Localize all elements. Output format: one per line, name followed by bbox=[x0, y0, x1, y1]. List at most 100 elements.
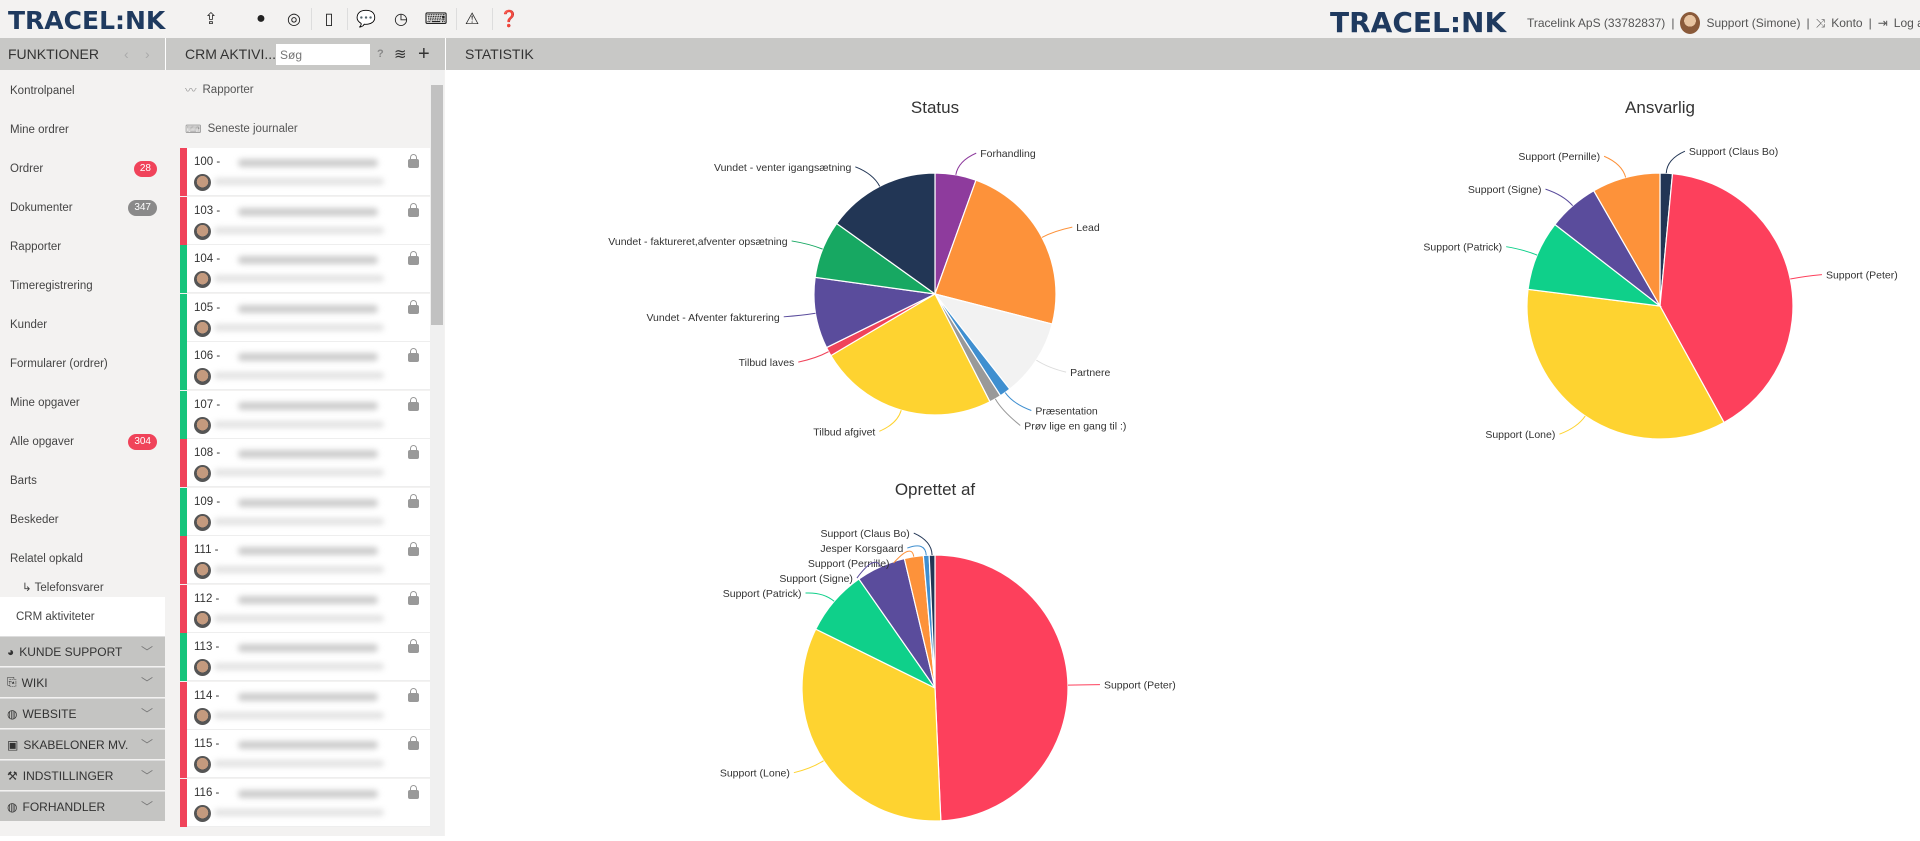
table-row[interactable]: 105 - bbox=[180, 294, 430, 342]
mobile-icon[interactable]: ▯ bbox=[318, 8, 340, 30]
account-link[interactable]: Konto bbox=[1831, 16, 1862, 30]
leader-line bbox=[1545, 189, 1572, 206]
table-row[interactable]: 114 - bbox=[180, 682, 430, 730]
lock-icon[interactable] bbox=[408, 305, 419, 314]
slice-label: Prøv lige en gang til :) bbox=[1024, 420, 1126, 432]
lock-icon[interactable] bbox=[408, 208, 419, 217]
lock-icon[interactable] bbox=[408, 353, 419, 362]
avatar bbox=[194, 562, 211, 579]
leader-line bbox=[1604, 156, 1626, 177]
lifebuoy-icon[interactable]: ◎ bbox=[283, 8, 305, 30]
lock-icon[interactable] bbox=[408, 499, 419, 508]
table-row[interactable]: 107 - bbox=[180, 391, 430, 439]
lock-icon[interactable] bbox=[408, 402, 419, 411]
status-bar bbox=[180, 197, 187, 245]
blurred-title bbox=[238, 596, 378, 604]
upload-icon[interactable]: ⇪ bbox=[200, 8, 222, 30]
table-row[interactable]: 108 - bbox=[180, 439, 430, 487]
avatar bbox=[194, 271, 211, 288]
reports-link[interactable]: 〰Rapporter bbox=[165, 70, 430, 109]
logo[interactable]: TRACEL:NK bbox=[8, 6, 165, 35]
sidebar-section[interactable]: ◕KUNDE SUPPORT﹀ bbox=[0, 636, 165, 666]
lock-icon[interactable] bbox=[408, 256, 419, 265]
blurred-subtitle bbox=[214, 566, 384, 573]
lock-icon[interactable] bbox=[408, 693, 419, 702]
table-row[interactable]: 116 - bbox=[180, 779, 430, 827]
sidebar-item[interactable]: Beskeder bbox=[0, 500, 165, 539]
blurred-title bbox=[238, 402, 378, 410]
chevron-left-icon[interactable]: ‹ bbox=[124, 46, 129, 62]
user-menu: Tracelink ApS (33782837)| Support (Simon… bbox=[1527, 12, 1920, 34]
lock-icon[interactable] bbox=[408, 547, 419, 556]
add-icon[interactable]: + bbox=[418, 43, 430, 66]
table-row[interactable]: 112 - bbox=[180, 585, 430, 633]
pie-slice[interactable] bbox=[935, 555, 1068, 821]
warning-icon[interactable]: ⚠ bbox=[461, 8, 483, 30]
slice-label: Support (Pernille) bbox=[808, 558, 890, 570]
slice-label: Support (Lone) bbox=[720, 768, 790, 780]
layers-icon[interactable]: ≋ bbox=[394, 45, 407, 63]
sidebar-item[interactable]: Kontrolpanel bbox=[0, 71, 165, 110]
table-row[interactable]: 100 - bbox=[180, 148, 430, 196]
avatar bbox=[194, 368, 211, 385]
sidebar-section[interactable]: ▣SKABELONER MV.﹀ bbox=[0, 729, 165, 759]
template-icon: ▣ bbox=[7, 738, 18, 752]
chevron-down-icon: ﹀ bbox=[141, 705, 153, 722]
sidebar-section[interactable]: ⚒INDSTILLINGER﹀ bbox=[0, 760, 165, 790]
avatar bbox=[194, 805, 211, 822]
sidebar-item[interactable]: Mine opgaver bbox=[0, 383, 165, 422]
sidebar-item[interactable]: Barts bbox=[0, 461, 165, 500]
leader-line bbox=[1506, 247, 1537, 255]
sidebar-item[interactable]: Kunder bbox=[0, 305, 165, 344]
sidebar-item-crm-aktiviteter[interactable]: CRM aktiviteter bbox=[0, 597, 165, 636]
status-bar bbox=[180, 585, 187, 633]
table-row[interactable]: 104 - bbox=[180, 245, 430, 293]
sidebar-item[interactable]: Timeregistrering bbox=[0, 266, 165, 305]
table-row[interactable]: 113 - bbox=[180, 633, 430, 681]
user-name[interactable]: Support (Simone) bbox=[1706, 16, 1800, 30]
lock-icon[interactable] bbox=[408, 741, 419, 750]
chevron-right-icon[interactable]: › bbox=[145, 46, 150, 62]
help-button[interactable]: ? bbox=[377, 48, 384, 60]
row-number: 113 - bbox=[194, 641, 219, 653]
help-icon[interactable]: ❓ bbox=[498, 8, 520, 30]
table-row[interactable]: 103 - bbox=[180, 197, 430, 245]
sidebar-section[interactable]: ◍FORHANDLER﹀ bbox=[0, 791, 165, 821]
lock-icon[interactable] bbox=[408, 159, 419, 168]
lock-icon[interactable] bbox=[408, 790, 419, 799]
drupal-icon[interactable]: ● bbox=[250, 8, 272, 30]
journals-link[interactable]: ⌨Seneste journaler bbox=[165, 109, 430, 148]
table-row[interactable]: 109 - bbox=[180, 488, 430, 536]
lock-icon[interactable] bbox=[408, 644, 419, 653]
sidebar-section[interactable]: ◍WEBSITE﹀ bbox=[0, 698, 165, 728]
clock-icon[interactable]: ◷ bbox=[390, 8, 412, 30]
sidebar-item[interactable]: Formularer (ordrer) bbox=[0, 344, 165, 383]
sidebar-item[interactable]: Relatel opkald bbox=[0, 539, 165, 578]
section-label: INDSTILLINGER bbox=[23, 769, 114, 783]
sidebar-item[interactable]: Mine ordrer bbox=[0, 110, 165, 149]
table-row[interactable]: 106 - bbox=[180, 342, 430, 390]
slice-label: Vundet - Afventer fakturering bbox=[646, 312, 779, 324]
sidebar-section[interactable]: ⎘WIKI﹀ bbox=[0, 667, 165, 697]
table-row[interactable]: 111 - bbox=[180, 536, 430, 584]
avatar bbox=[194, 174, 211, 191]
scrollbar-thumb[interactable] bbox=[431, 85, 443, 325]
chat-icon[interactable]: 💬 bbox=[355, 8, 377, 30]
avatar[interactable] bbox=[1680, 12, 1700, 34]
logout-link[interactable]: Log af bbox=[1894, 16, 1920, 30]
lock-icon[interactable] bbox=[408, 450, 419, 459]
keyboard-icon[interactable]: ⌨ bbox=[425, 8, 447, 30]
sidebar-item-telefonsvarer[interactable]: ↳ Telefonsvarer bbox=[0, 577, 165, 597]
table-row[interactable]: 115 - bbox=[180, 730, 430, 778]
count-badge: 28 bbox=[134, 161, 157, 177]
scrollbar[interactable] bbox=[430, 70, 444, 836]
status-bar bbox=[180, 488, 187, 536]
sidebar-item[interactable]: Rapporter bbox=[0, 227, 165, 266]
blurred-subtitle bbox=[214, 275, 384, 282]
search-input[interactable] bbox=[276, 44, 370, 65]
blurred-subtitle bbox=[214, 760, 384, 767]
lock-icon[interactable] bbox=[408, 596, 419, 605]
